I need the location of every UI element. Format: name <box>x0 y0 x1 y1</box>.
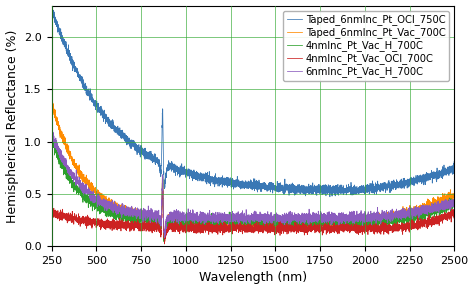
4nmInc_Pt_Vac_H_700C <box>311 216 317 220</box>
Line: Taped_6nmInc_Pt_Vac_700C: Taped_6nmInc_Pt_Vac_700C <box>52 100 455 242</box>
Taped_6nmInc_Pt_OCI_750C <box>327 195 333 199</box>
4nmInc_Pt_Vac_H_700C <box>49 139 55 142</box>
4nmInc_Pt_Vac_H_700C <box>162 242 167 246</box>
Taped_6nmInc_Pt_Vac_700C <box>203 224 209 228</box>
4nmInc_Pt_Vac_OCI_700C <box>160 184 165 188</box>
4nmInc_Pt_Vac_H_700C <box>203 222 209 226</box>
4nmInc_Pt_Vac_OCI_700C <box>311 228 317 231</box>
Line: 6nmInc_Pt_Vac_H_700C: 6nmInc_Pt_Vac_H_700C <box>52 129 455 238</box>
4nmInc_Pt_Vac_H_700C <box>291 222 296 226</box>
Taped_6nmInc_Pt_OCI_750C <box>203 171 209 175</box>
6nmInc_Pt_Vac_H_700C <box>291 215 296 219</box>
4nmInc_Pt_Vac_OCI_700C <box>162 242 167 245</box>
Line: 4nmInc_Pt_Vac_OCI_700C: 4nmInc_Pt_Vac_OCI_700C <box>52 186 455 244</box>
4nmInc_Pt_Vac_OCI_700C <box>203 225 209 228</box>
4nmInc_Pt_Vac_OCI_700C <box>452 209 457 213</box>
Taped_6nmInc_Pt_OCI_750C <box>49 6 55 9</box>
6nmInc_Pt_Vac_H_700C <box>49 128 55 131</box>
Taped_6nmInc_Pt_Vac_700C <box>49 99 55 102</box>
Taped_6nmInc_Pt_OCI_750C <box>380 182 386 185</box>
Taped_6nmInc_Pt_Vac_700C <box>162 240 167 243</box>
Taped_6nmInc_Pt_OCI_750C <box>122 131 128 135</box>
4nmInc_Pt_Vac_H_700C <box>452 204 457 208</box>
Taped_6nmInc_Pt_OCI_750C <box>291 187 296 191</box>
6nmInc_Pt_Vac_H_700C <box>452 206 457 210</box>
Taped_6nmInc_Pt_Vac_700C <box>452 193 457 196</box>
6nmInc_Pt_Vac_H_700C <box>311 219 317 222</box>
Taped_6nmInc_Pt_OCI_750C <box>49 4 55 8</box>
6nmInc_Pt_Vac_H_700C <box>203 216 209 219</box>
Line: Taped_6nmInc_Pt_OCI_750C: Taped_6nmInc_Pt_OCI_750C <box>52 6 455 197</box>
Taped_6nmInc_Pt_Vac_700C <box>311 226 317 230</box>
Taped_6nmInc_Pt_Vac_700C <box>122 208 128 212</box>
6nmInc_Pt_Vac_H_700C <box>380 217 386 221</box>
6nmInc_Pt_Vac_H_700C <box>49 129 55 133</box>
4nmInc_Pt_Vac_H_700C <box>380 222 386 225</box>
6nmInc_Pt_Vac_H_700C <box>349 216 355 220</box>
X-axis label: Wavelength (nm): Wavelength (nm) <box>199 271 307 284</box>
6nmInc_Pt_Vac_H_700C <box>162 236 167 240</box>
4nmInc_Pt_Vac_OCI_700C <box>122 224 128 228</box>
4nmInc_Pt_Vac_H_700C <box>349 217 355 221</box>
4nmInc_Pt_Vac_OCI_700C <box>349 226 355 229</box>
Taped_6nmInc_Pt_Vac_700C <box>291 225 296 229</box>
4nmInc_Pt_Vac_OCI_700C <box>291 224 296 228</box>
4nmInc_Pt_Vac_H_700C <box>122 213 128 217</box>
Line: 4nmInc_Pt_Vac_H_700C: 4nmInc_Pt_Vac_H_700C <box>52 135 455 244</box>
4nmInc_Pt_Vac_OCI_700C <box>49 211 55 214</box>
Taped_6nmInc_Pt_OCI_750C <box>349 193 355 196</box>
Taped_6nmInc_Pt_OCI_750C <box>452 169 457 172</box>
Y-axis label: Hemispherical Reflectance (%): Hemispherical Reflectance (%) <box>6 29 18 222</box>
Taped_6nmInc_Pt_Vac_700C <box>380 215 386 218</box>
6nmInc_Pt_Vac_H_700C <box>122 208 128 212</box>
Legend: Taped_6nmInc_Pt_OCI_750C, Taped_6nmInc_Pt_Vac_700C, 4nmInc_Pt_Vac_H_700C, 4nmInc: Taped_6nmInc_Pt_OCI_750C, Taped_6nmInc_P… <box>283 10 449 81</box>
Taped_6nmInc_Pt_Vac_700C <box>349 217 355 220</box>
4nmInc_Pt_Vac_OCI_700C <box>380 224 386 227</box>
4nmInc_Pt_Vac_H_700C <box>49 133 55 137</box>
Taped_6nmInc_Pt_OCI_750C <box>311 186 317 190</box>
Taped_6nmInc_Pt_Vac_700C <box>49 101 55 104</box>
